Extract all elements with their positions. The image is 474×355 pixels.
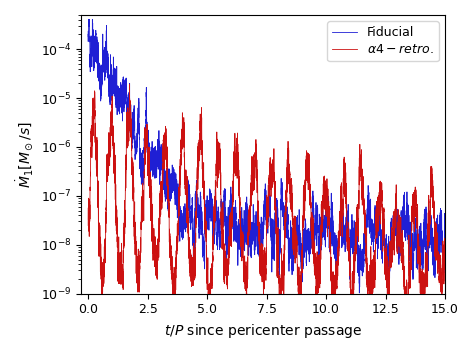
Fiducial (442, 222, 448, 226)
$\alpha4 - retro.$ (103, 206, 109, 210)
Line: Fiducial: Fiducial (88, 20, 445, 293)
$\alpha4 - retro.$ (85, 223, 91, 228)
$\alpha4 - retro.$ (442, 246, 448, 250)
Fiducial (103, 48, 109, 52)
Fiducial (297, 225, 302, 229)
Fiducial (312, 230, 318, 235)
X-axis label: $t/P$ since pericenter passage: $t/P$ since pericenter passage (164, 322, 362, 340)
Legend: Fiducial, $\alpha4 - retro.$: Fiducial, $\alpha4 - retro.$ (327, 21, 439, 61)
$\alpha4 - retro.$ (350, 290, 356, 294)
Line: $\alpha4 - retro.$: $\alpha4 - retro.$ (88, 84, 445, 308)
Fiducial (369, 224, 375, 229)
$\alpha4 - retro.$ (215, 168, 220, 172)
$\alpha4 - retro.$ (127, 82, 132, 86)
Fiducial (86, 18, 91, 22)
Y-axis label: $\dot{M}_1[M_\odot/s]$: $\dot{M}_1[M_\odot/s]$ (15, 121, 36, 188)
$\alpha4 - retro.$ (206, 306, 211, 311)
Fiducial (215, 230, 220, 234)
$\alpha4 - retro.$ (369, 290, 375, 295)
Fiducial (356, 291, 362, 295)
Fiducial (85, 29, 91, 33)
Fiducial (350, 250, 356, 254)
$\alpha4 - retro.$ (297, 304, 302, 308)
$\alpha4 - retro.$ (312, 273, 318, 277)
